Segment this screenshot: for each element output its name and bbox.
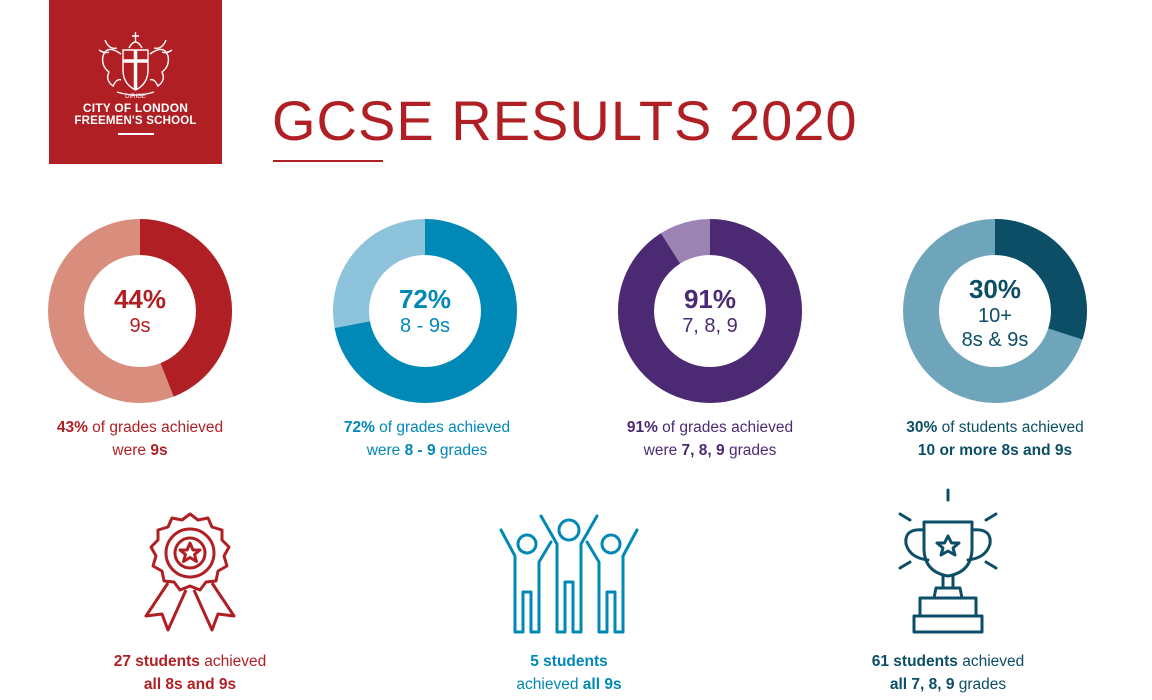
- donut-chart-2: 72% 8 - 9s: [333, 219, 517, 403]
- logo-underline: [118, 133, 154, 135]
- donut-value-arc: [48, 219, 232, 403]
- caption-text: of students achieved: [937, 419, 1084, 436]
- caption-text: grades: [954, 676, 1007, 693]
- donut-percentage: 44%: [113, 284, 167, 314]
- caption-text: achieved: [516, 676, 583, 693]
- caption-text: grades: [724, 442, 777, 459]
- coat-of-arms-icon: DIRIGE: [98, 32, 173, 100]
- caption-text: of grades achieved: [657, 419, 794, 436]
- caption-text: of grades achieved: [87, 419, 224, 436]
- caption-text: were: [112, 442, 151, 459]
- donut-caption-4: 30% of students achieved 10 or more 8s a…: [865, 416, 1125, 462]
- caption-highlight: 5 students: [530, 653, 608, 670]
- caption-text: achieved: [199, 653, 267, 670]
- donut-value-arc: [333, 219, 517, 403]
- page-title: GCSE RESULTS 2020: [272, 89, 858, 152]
- caption-text: achieved: [957, 653, 1025, 670]
- caption-text: were: [643, 442, 682, 459]
- caption-highlight: all 8s and 9s: [143, 676, 237, 693]
- celebrating-people-icon: [499, 514, 639, 634]
- donut-percentage: 91%: [683, 284, 737, 314]
- caption-highlight: 91%: [626, 419, 658, 436]
- donut-label: 8 - 9s: [399, 315, 451, 337]
- caption-highlight: 43%: [56, 419, 88, 436]
- donut-caption-1: 43% of grades achieved were 9s: [10, 416, 270, 462]
- donut-value-arc: [618, 219, 802, 403]
- donut-percentage: 30%: [968, 274, 1022, 304]
- logo-motto: DIRIGE: [125, 94, 146, 100]
- donut-label-line2: 8s & 9s: [961, 329, 1029, 351]
- donut-value-arc: [903, 219, 1087, 403]
- caption-highlight: 27 students: [113, 653, 200, 670]
- caption-highlight: 7, 8, 9: [681, 442, 725, 459]
- caption-text: grades: [435, 442, 488, 459]
- caption-highlight: 10 or more 8s and 9s: [917, 442, 1073, 459]
- caption-highlight: 61 students: [871, 653, 958, 670]
- donut-label: 7, 8, 9: [682, 315, 738, 337]
- icon-caption-3: 61 students achieved all 7, 8, 9 grades: [818, 650, 1078, 696]
- caption-highlight: 30%: [906, 419, 938, 436]
- caption-highlight: 8 - 9: [404, 442, 436, 459]
- donut-caption-3: 91% of grades achieved were 7, 8, 9 grad…: [580, 416, 840, 462]
- caption-highlight: all 7, 8, 9: [889, 676, 955, 693]
- donut-label-line1: 10+: [978, 305, 1012, 327]
- donut-chart-3: 91% 7, 8, 9: [618, 219, 802, 403]
- caption-text: of grades achieved: [374, 419, 511, 436]
- logo-line2: FREEMEN'S SCHOOL: [74, 115, 197, 127]
- school-logo: DIRIGE CITY OF LONDON FREEMEN'S SCHOOL: [49, 0, 222, 164]
- caption-highlight: 72%: [343, 419, 375, 436]
- icon-caption-2: 5 students achieved all 9s: [439, 650, 699, 696]
- icon-caption-1: 27 students achieved all 8s and 9s: [60, 650, 320, 696]
- donut-label: 9s: [129, 315, 151, 337]
- trophy-icon: [898, 488, 998, 634]
- award-ribbon-icon: [144, 512, 236, 632]
- logo-line1: CITY OF LONDON: [82, 101, 189, 115]
- caption-highlight: all 9s: [582, 676, 622, 693]
- donut-chart-4: 30% 10+ 8s & 9s: [903, 219, 1087, 403]
- caption-highlight: 9s: [150, 442, 168, 459]
- caption-text: were: [366, 442, 405, 459]
- donut-chart-1: 44% 9s: [48, 219, 232, 403]
- donut-caption-2: 72% of grades achieved were 8 - 9 grades: [297, 416, 557, 462]
- donut-percentage: 72%: [398, 284, 452, 314]
- title-underline: [273, 160, 383, 162]
